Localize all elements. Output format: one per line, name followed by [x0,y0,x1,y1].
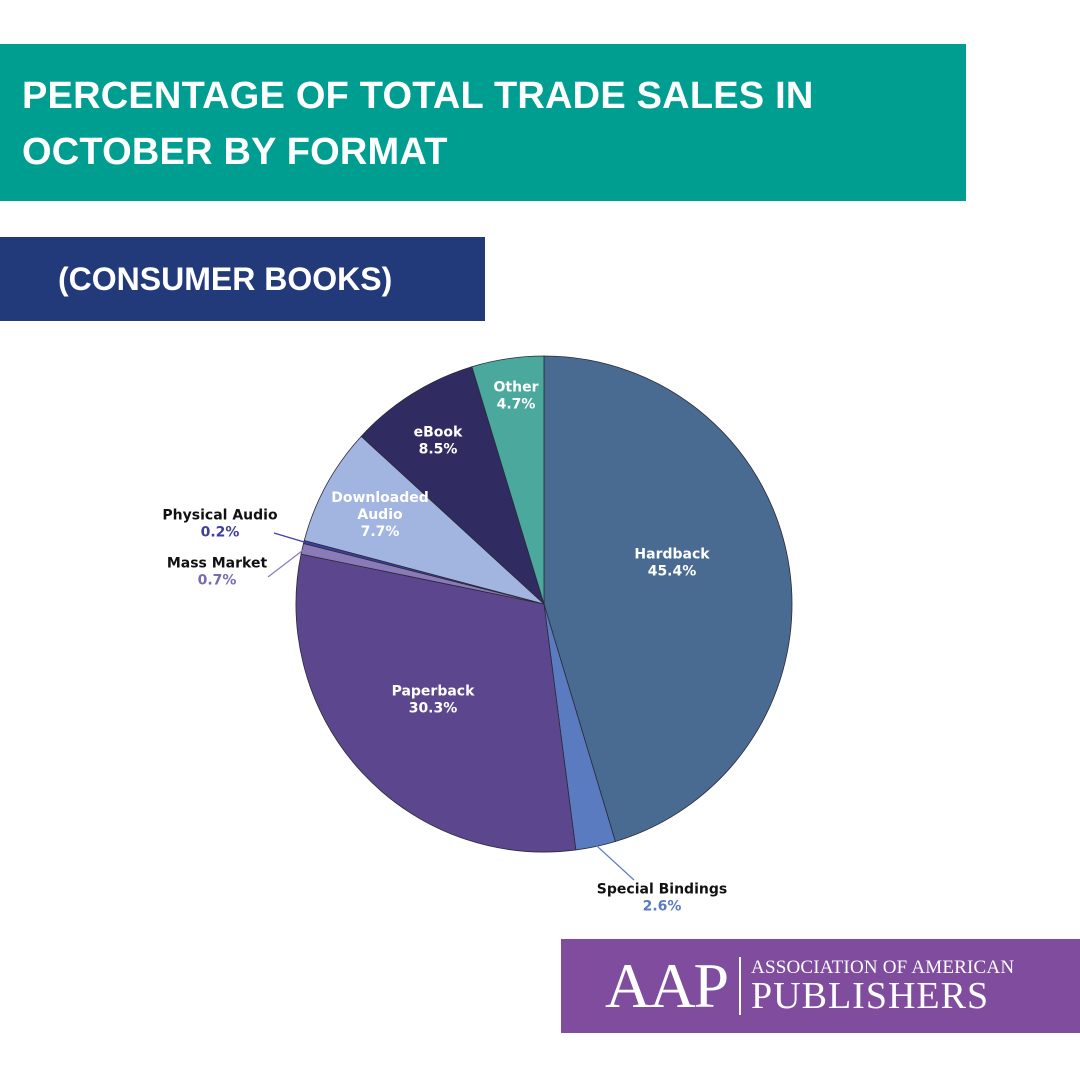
slice-label-special-bindings: Special Bindings [597,882,727,898]
leader-line-special-bindings [594,844,635,881]
page-title: PERCENTAGE OF TOTAL TRADE SALES IN OCTOB… [22,68,944,180]
pie-slice-other [471,355,545,605]
logo-wordmark: ASSOCIATION OF AMERICAN PUBLISHERS [751,957,1015,1017]
leader-line-physical-audio [273,532,306,544]
pie-slice-paperback [295,553,577,853]
publisher-logo: AAP ASSOCIATION OF AMERICAN PUBLISHERS [561,939,1080,1033]
slice-value-hardback: 45.4% [648,564,697,580]
slice-label-other: Other [494,380,539,396]
slice-value-other: 4.7% [497,397,536,413]
slice-label-paperback: Paperback [392,684,476,700]
title-banner: PERCENTAGE OF TOTAL TRADE SALES IN OCTOB… [0,44,966,201]
slice-value-physical-audio: 0.2% [201,525,240,541]
slice-value-ebook: 8.5% [419,442,458,458]
leader-lines [267,532,635,881]
slice-label-hardback: Hardback [634,547,710,563]
logo-divider [739,957,742,1015]
slice-label-mass-market: Mass Market [167,556,268,572]
logo-line-1: ASSOCIATION OF AMERICAN [751,957,1015,978]
pie-slice-downloaded-audio [303,435,545,605]
slice-label-ebook: eBook [414,425,463,441]
pie-slice-ebook [360,366,545,606]
title-line-1: PERCENTAGE OF TOTAL TRADE SALES IN [22,75,814,117]
pie-slice-hardback [543,355,793,843]
aap-logo-mark: AAP [605,950,729,1021]
subtitle-banner: (CONSUMER BOOKS) [0,237,485,321]
slice-label-downloaded-audio: Downloaded [331,490,429,506]
slice-value-special-bindings: 2.6% [643,899,682,915]
slice-value-paperback: 30.3% [409,701,458,717]
leader-line-mass-market [267,548,305,578]
subtitle: (CONSUMER BOOKS) [58,260,393,297]
slice-label-physical-audio: Physical Audio [162,508,278,524]
slice-label-downloaded-audio: Audio [357,507,403,523]
slice-value-mass-market: 0.7% [198,573,237,589]
slice-value-downloaded-audio: 7.7% [361,524,400,540]
title-line-2: OCTOBER BY FORMAT [22,131,448,173]
logo-line-2: PUBLISHERS [751,975,990,1017]
pie-slices [295,355,793,853]
